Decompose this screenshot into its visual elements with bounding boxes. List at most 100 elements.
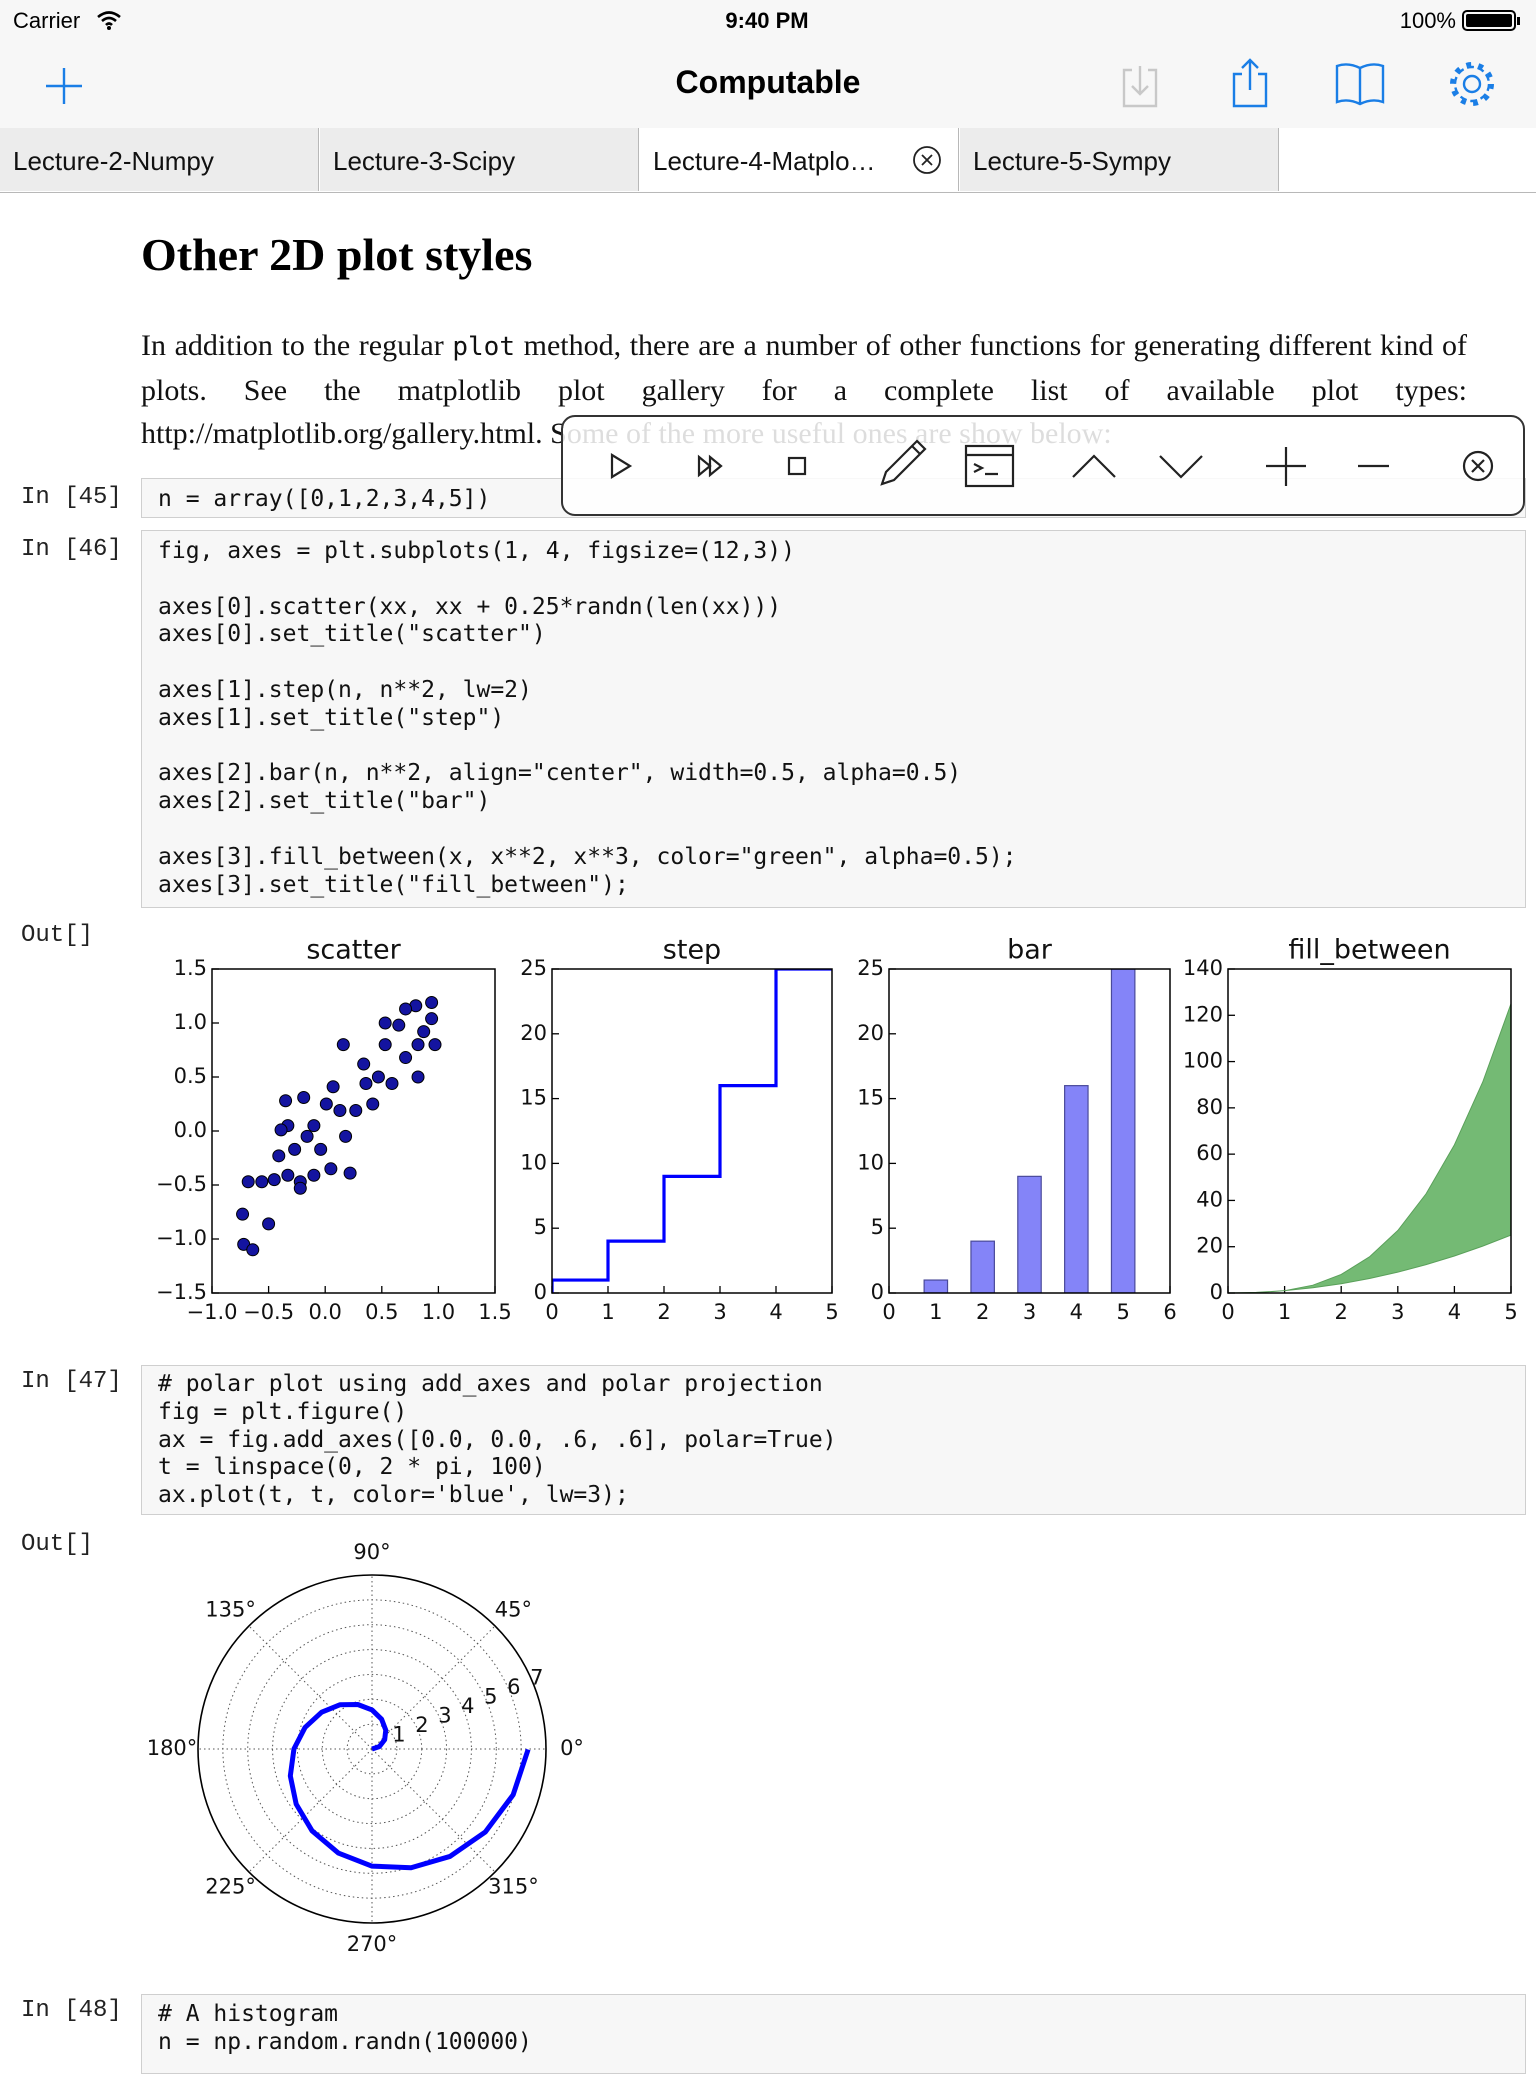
y-tick-label: 40	[1196, 1187, 1223, 1211]
tab-active[interactable]: Lecture-4-Matplo…	[640, 128, 959, 191]
code: fig, axes = plt.subplots(1, 4, figsize=(…	[158, 538, 1017, 898]
x-tick-label: 2	[1335, 1300, 1348, 1324]
x-tick-label: −1.0	[187, 1300, 238, 1324]
r-grid	[346, 1723, 398, 1775]
cell-toolbar	[561, 415, 1525, 516]
tab-bar: Lecture-2-Numpy Lecture-3-Scipy Lecture-…	[0, 128, 1536, 193]
battery-icon	[1462, 10, 1520, 31]
settings-button[interactable]	[1446, 58, 1498, 110]
x-tick-label: 2	[976, 1300, 989, 1324]
point	[326, 1080, 340, 1094]
r-tick-label: 5	[484, 1684, 497, 1708]
y-tick-label: 0	[871, 1280, 884, 1304]
chart-title: bar	[1007, 935, 1053, 966]
add-button[interactable]	[44, 66, 84, 106]
y-tick-label: 25	[857, 956, 884, 980]
theta-grid	[248, 1748, 373, 1873]
point	[307, 1168, 321, 1182]
x-tick-label: 0.5	[365, 1300, 398, 1324]
close-toolbar-button[interactable]	[1462, 450, 1494, 482]
point	[236, 1207, 250, 1221]
terminal-button[interactable]	[964, 444, 1015, 488]
point	[246, 1243, 260, 1257]
point	[237, 1237, 251, 1251]
y-tick-label: 120	[1183, 1002, 1223, 1026]
y-tick-label: 20	[857, 1021, 884, 1045]
x-tick-label: 1	[929, 1300, 942, 1324]
point	[293, 1175, 307, 1189]
inline-code: plot	[452, 332, 515, 362]
theta-grid	[371, 1748, 496, 1873]
x-tick-label: 5	[1504, 1300, 1517, 1324]
bar	[1017, 1175, 1042, 1293]
prompt: Out[]	[21, 922, 94, 949]
point	[428, 1038, 442, 1052]
move-down-button[interactable]	[1159, 455, 1203, 479]
r-tick-label: 2	[415, 1713, 428, 1737]
run-button[interactable]	[610, 453, 633, 479]
carrier: Carrier	[13, 8, 81, 33]
x-tick-label: 0	[545, 1300, 558, 1324]
r-grid	[247, 1624, 497, 1874]
stop-button[interactable]	[787, 456, 807, 476]
theta-tick-label: 135°	[205, 1597, 256, 1621]
tab[interactable]: Lecture-2-Numpy	[0, 128, 319, 191]
code-cell[interactable]	[141, 1365, 1526, 1515]
y-tick-label: 0	[1210, 1280, 1223, 1304]
run-all-button[interactable]	[697, 454, 723, 478]
close-tab-button[interactable]	[912, 145, 942, 175]
point	[357, 1057, 371, 1071]
r-tick-label: 4	[461, 1694, 474, 1718]
tab[interactable]: Lecture-5-Sympy	[960, 128, 1279, 191]
status-bar: Carrier 9:40 PM 100%	[0, 0, 1536, 40]
y-tick-label: 10	[520, 1150, 547, 1174]
r-grid	[321, 1698, 423, 1800]
tab[interactable]: Lecture-3-Scipy	[320, 128, 639, 191]
r-tick-label: 6	[507, 1675, 520, 1699]
y-tick-label: 0.0	[174, 1118, 207, 1142]
library-button[interactable]	[1334, 60, 1386, 106]
y-tick-label: 20	[1196, 1234, 1223, 1258]
polar-frame	[197, 1574, 547, 1924]
r-tick-label: 1	[392, 1722, 405, 1746]
point	[267, 1173, 281, 1187]
time: 9:40 PM	[725, 8, 809, 33]
point	[349, 1103, 363, 1117]
share-button[interactable]	[1230, 56, 1270, 108]
point	[371, 1070, 385, 1084]
bar	[970, 1240, 995, 1293]
wifi-icon	[97, 11, 121, 30]
axes-frame	[1227, 968, 1512, 1294]
point	[339, 1129, 353, 1143]
fill-area	[1228, 1003, 1511, 1293]
point	[385, 1076, 399, 1090]
point	[378, 1038, 392, 1052]
code: # A histogram n = np.random.randn(100000…	[158, 2001, 532, 2055]
point	[336, 1038, 350, 1052]
x-tick-label: 0	[1221, 1300, 1234, 1324]
plot-area	[552, 969, 832, 1293]
point	[281, 1119, 295, 1133]
edit-button[interactable]	[880, 439, 927, 486]
x-tick-label: 3	[1391, 1300, 1404, 1324]
r-grid	[296, 1673, 448, 1825]
y-tick-label: 25	[520, 956, 547, 980]
nav-bar: Computable	[0, 40, 1536, 128]
point	[255, 1175, 269, 1189]
point	[274, 1123, 288, 1137]
move-up-button[interactable]	[1072, 454, 1116, 478]
point	[411, 1070, 425, 1084]
y-tick-label: 15	[520, 1086, 547, 1110]
code-cell[interactable]	[141, 530, 1526, 908]
point	[399, 1051, 413, 1065]
theta-tick-label: 90°	[353, 1540, 390, 1564]
y-tick-label: 20	[520, 1021, 547, 1045]
plot-area	[1228, 1003, 1511, 1293]
point	[359, 1076, 373, 1090]
add-cell-button[interactable]	[1266, 447, 1306, 486]
y-tick-label: 0	[534, 1280, 547, 1304]
y-tick-label: −1.0	[156, 1226, 207, 1250]
download-button[interactable]	[1120, 62, 1160, 110]
